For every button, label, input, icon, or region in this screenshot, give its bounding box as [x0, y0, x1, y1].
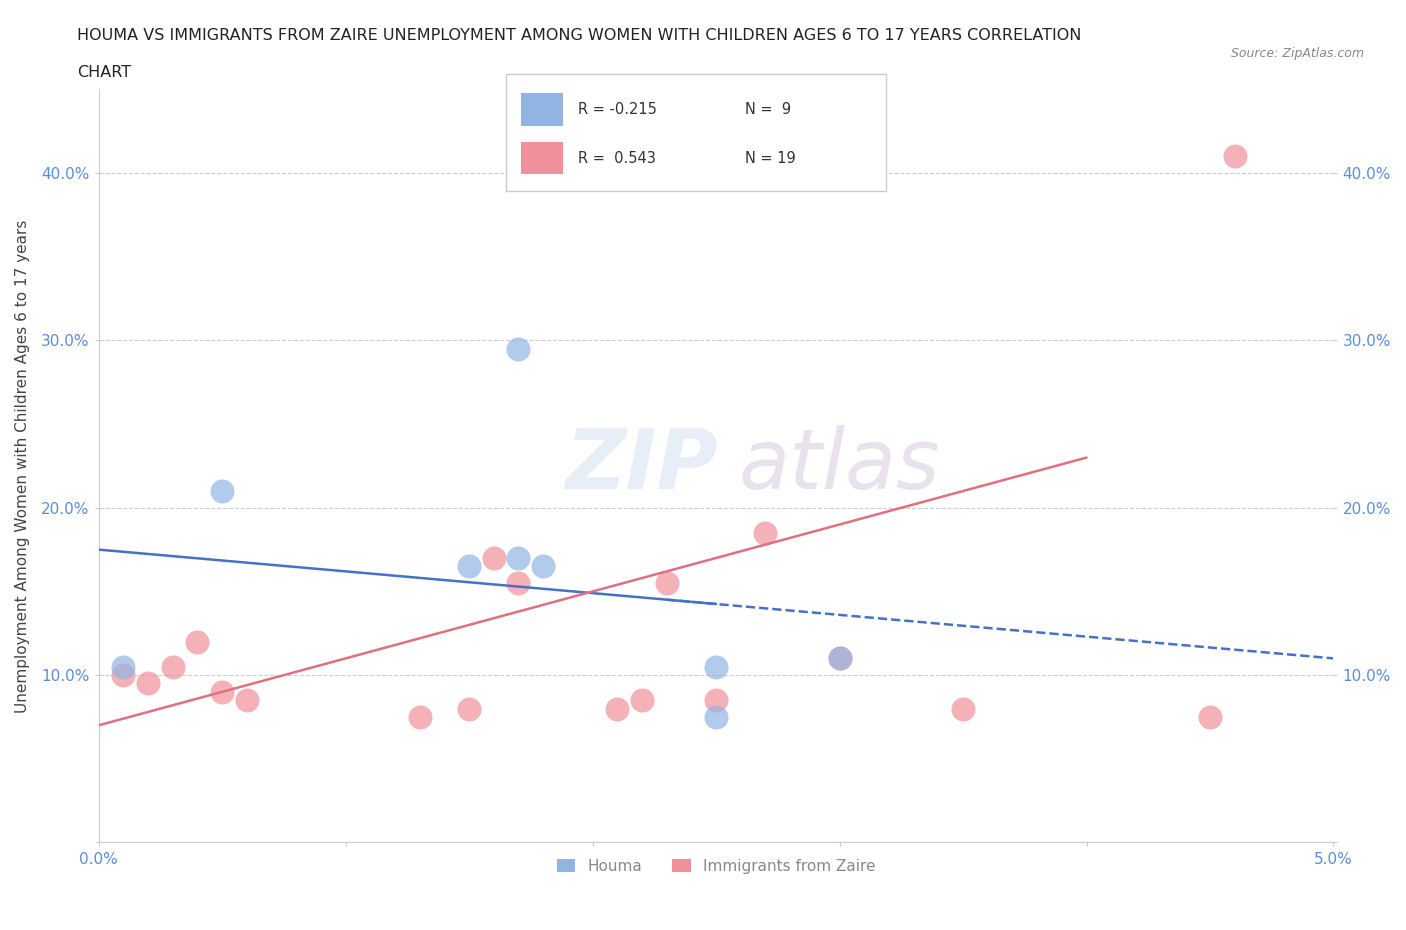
Point: [458, 559, 481, 574]
Point: [458, 701, 481, 716]
Text: atlas: atlas: [738, 425, 941, 507]
Text: CHART: CHART: [77, 65, 131, 80]
Point: [655, 576, 678, 591]
FancyBboxPatch shape: [506, 74, 886, 191]
Point: [704, 693, 727, 708]
Point: [704, 659, 727, 674]
Legend: Houma, Immigrants from Zaire: Houma, Immigrants from Zaire: [551, 853, 882, 880]
Text: ZIP: ZIP: [565, 425, 718, 507]
Point: [186, 634, 208, 649]
Point: [236, 693, 259, 708]
Point: [631, 693, 654, 708]
Text: N = 19: N = 19: [745, 151, 796, 166]
Point: [754, 525, 776, 540]
Point: [162, 659, 184, 674]
Point: [828, 651, 851, 666]
Text: Source: ZipAtlas.com: Source: ZipAtlas.com: [1230, 46, 1364, 60]
Point: [482, 551, 505, 565]
Point: [1223, 149, 1246, 164]
Point: [508, 341, 530, 356]
Point: [606, 701, 628, 716]
Point: [704, 710, 727, 724]
Bar: [522, 93, 562, 126]
Point: [136, 676, 159, 691]
Point: [112, 668, 135, 683]
Point: [1199, 710, 1222, 724]
Point: [211, 484, 233, 498]
Text: R =  0.543: R = 0.543: [578, 151, 657, 166]
Point: [211, 684, 233, 699]
Text: HOUMA VS IMMIGRANTS FROM ZAIRE UNEMPLOYMENT AMONG WOMEN WITH CHILDREN AGES 6 TO : HOUMA VS IMMIGRANTS FROM ZAIRE UNEMPLOYM…: [77, 28, 1081, 43]
Text: N =  9: N = 9: [745, 101, 792, 117]
Point: [409, 710, 432, 724]
Point: [508, 576, 530, 591]
Bar: [522, 142, 562, 175]
Point: [828, 651, 851, 666]
Y-axis label: Unemployment Among Women with Children Ages 6 to 17 years: Unemployment Among Women with Children A…: [15, 219, 30, 712]
Point: [112, 659, 135, 674]
Point: [952, 701, 974, 716]
Point: [508, 551, 530, 565]
Point: [531, 559, 554, 574]
Text: R = -0.215: R = -0.215: [578, 101, 657, 117]
